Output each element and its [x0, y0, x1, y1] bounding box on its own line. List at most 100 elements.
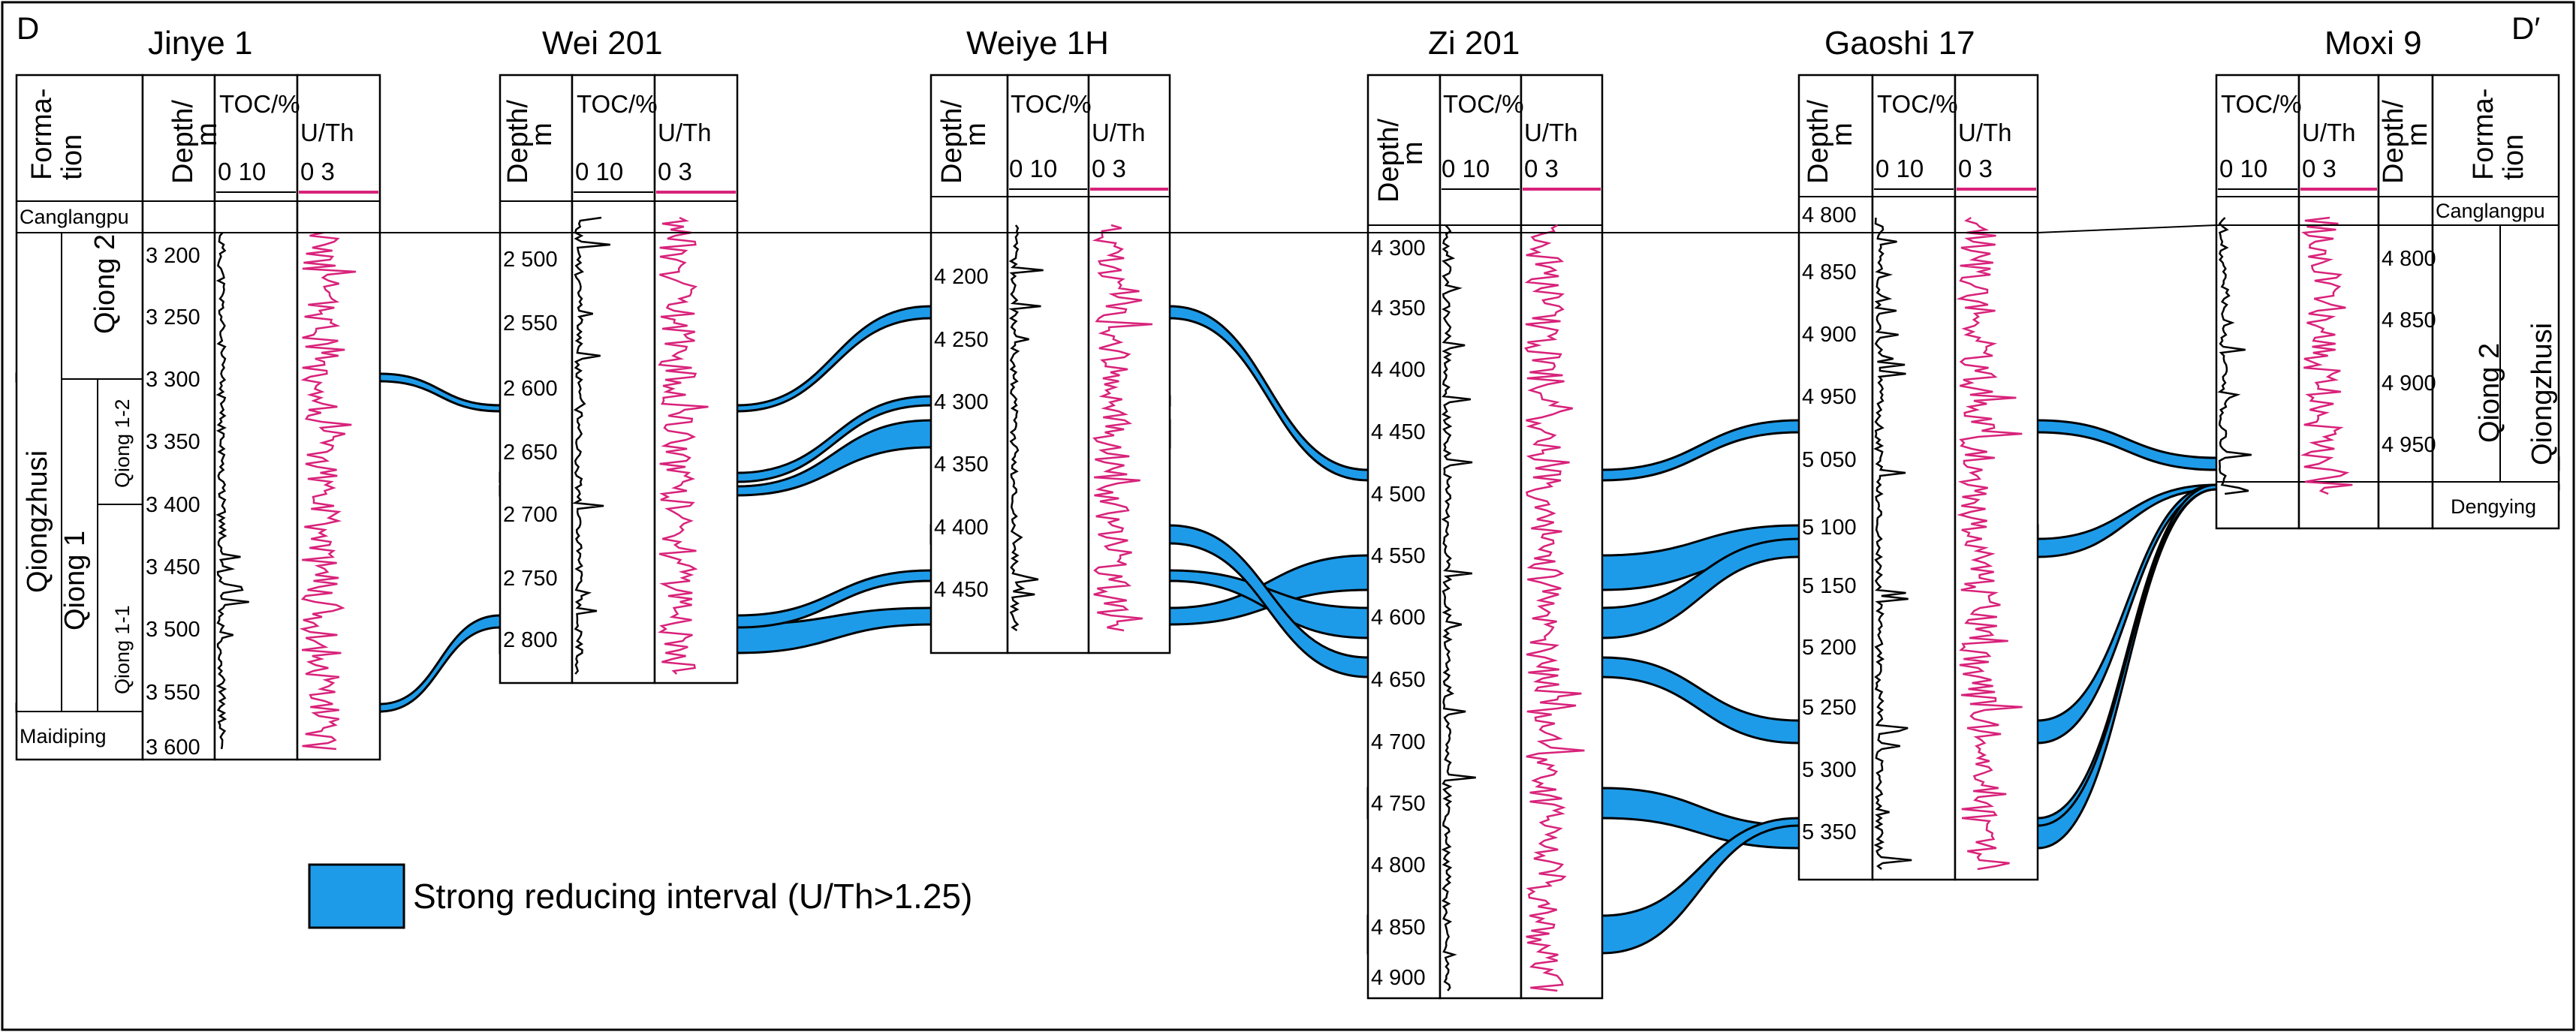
uth-track — [1520, 74, 1604, 1000]
depth-column — [141, 74, 216, 761]
depth-column — [1797, 74, 1874, 881]
toc-header: TOC/% — [1011, 90, 1092, 118]
toc-track — [1871, 74, 1957, 881]
uth-scale: 0 3 — [658, 158, 692, 185]
depth-label: 4 450 — [1371, 420, 1426, 444]
uth-track — [1087, 74, 1171, 654]
depth-label: 5 350 — [1802, 820, 1857, 844]
well-title: Zi 201 — [1428, 25, 1520, 62]
depth-header: Depth/m — [2378, 100, 2433, 184]
toc-track — [213, 74, 299, 761]
uth-header: U/Th — [1524, 119, 1578, 146]
toc-scale: 0 10 — [1442, 155, 1490, 182]
formation-header: Forma-tion — [2468, 89, 2529, 180]
toc-header: TOC/% — [219, 90, 300, 118]
depth-label: 3 400 — [146, 493, 200, 517]
well-title: Wei 201 — [542, 25, 663, 62]
depth-label: 3 350 — [146, 430, 200, 454]
well-title: Gaoshi 17 — [1824, 25, 1975, 62]
depth-label: 4 350 — [1371, 296, 1426, 320]
toc-track — [1439, 74, 1523, 1000]
toc-scale: 0 10 — [575, 158, 623, 185]
depth-label: 5 300 — [1802, 758, 1857, 782]
toc-header: TOC/% — [1443, 90, 1524, 118]
toc-track — [1006, 74, 1090, 654]
uth-curve — [657, 216, 709, 675]
legend: Strong reducing interval (U/Th>1.25) — [308, 863, 972, 929]
uth-scale: 0 3 — [1524, 155, 1559, 182]
toc-curve — [572, 216, 610, 675]
depth-label: 4 750 — [1371, 792, 1426, 816]
legend-label: Strong reducing interval (U/Th>1.25) — [413, 877, 972, 916]
toc-curve — [1441, 224, 1476, 991]
depth-label: 4 300 — [934, 390, 989, 414]
well-gaoshi-17: Gaoshi 17 Depth/m TOC/% 0 10 U/Th 0 3 4 … — [1797, 25, 2039, 881]
well-title: Moxi 9 — [2324, 25, 2422, 62]
top-boundary-line — [17, 224, 2559, 233]
depth-label: 4 400 — [934, 516, 989, 540]
uth-header: U/Th — [1958, 119, 2012, 146]
depth-label: 3 450 — [146, 555, 200, 579]
depth-labels: 3 200 3 250 3 300 3 350 3 400 3 450 3 50… — [146, 244, 200, 760]
uth-curve — [2300, 216, 2353, 495]
well-title: Jinye 1 — [148, 25, 252, 62]
toc-track — [571, 74, 656, 684]
uth-track — [2297, 74, 2380, 530]
uth-header: U/Th — [300, 119, 354, 146]
depth-label: 5 200 — [1802, 636, 1857, 660]
depth-label: 2 500 — [503, 248, 558, 272]
corner-label-right: D′ — [2511, 11, 2540, 46]
depth-label: 4 850 — [1371, 916, 1426, 940]
uth-header: U/Th — [1092, 119, 1146, 146]
log-curves — [2217, 216, 2353, 495]
depth-header: Depth/m — [167, 100, 223, 184]
well-weiye-1h: Weiye 1H Depth/m TOC/% 0 10 U/Th 0 3 4 2… — [929, 25, 1171, 654]
depth-column — [1366, 74, 1442, 1000]
depth-label: 5 250 — [1802, 696, 1857, 720]
toc-header: TOC/% — [2221, 90, 2302, 118]
correlation-bands — [15, 305, 2560, 955]
depth-header: Depth/m — [1803, 100, 1858, 184]
toc-scale: 0 10 — [1876, 155, 1924, 182]
depth-label: 4 450 — [934, 578, 989, 602]
log-curves — [572, 216, 709, 675]
depth-label: 4 400 — [1371, 358, 1426, 382]
depth-label: 3 250 — [146, 305, 200, 329]
depth-column — [499, 74, 574, 684]
depth-column — [2377, 74, 2434, 530]
depth-label: 2 700 — [503, 503, 558, 527]
depth-label: 3 200 — [146, 244, 200, 268]
toc-track — [2215, 74, 2300, 530]
depth-label: 4 800 — [1802, 203, 1857, 227]
toc-scale: 0 10 — [218, 158, 266, 185]
toc-header: TOC/% — [1877, 90, 1958, 118]
depth-labels: 2 500 2 550 2 600 2 650 2 700 2 750 2 80… — [503, 248, 558, 652]
depth-label: 4 950 — [1802, 385, 1857, 409]
formation-qiong1: Qiong 1 — [59, 531, 91, 630]
well-wei-201: Wei 201 Depth/m TOC/% 0 10 U/Th 0 3 2 50… — [499, 25, 739, 684]
depth-label: 2 800 — [503, 628, 558, 652]
uth-header: U/Th — [658, 119, 712, 146]
uth-scale: 0 3 — [1958, 155, 1993, 182]
formation-column — [15, 74, 144, 761]
depth-label: 4 850 — [2382, 308, 2436, 332]
depth-label: 4 700 — [1371, 730, 1426, 754]
depth-label: 4 900 — [1802, 323, 1857, 347]
well-zi-201: Zi 201 Depth/m TOC/% 0 10 U/Th 0 3 4 300… — [1366, 25, 1604, 1000]
formation-maidiping: Maidiping — [20, 725, 107, 748]
depth-header: Depth/m — [502, 100, 558, 184]
depth-label: 4 600 — [1371, 606, 1426, 630]
uth-scale: 0 3 — [1092, 155, 1126, 182]
depth-label: 2 750 — [503, 567, 558, 591]
formation-qiongzhusi: Qiongzhusi — [2526, 323, 2558, 465]
log-curves — [215, 231, 357, 751]
depth-label: 4 200 — [934, 265, 989, 289]
depth-labels: 4 800 4 850 4 900 4 950 5 050 5 100 5 15… — [1802, 203, 1857, 844]
toc-curve — [1008, 224, 1044, 632]
depth-label: 4 800 — [2382, 247, 2436, 271]
depth-label: 4 850 — [1802, 260, 1857, 284]
toc-curve — [1873, 217, 1912, 870]
depth-labels: 4 300 4 350 4 400 4 450 4 500 4 550 4 60… — [1371, 236, 1426, 990]
depth-label: 5 150 — [1802, 574, 1857, 598]
uth-track — [296, 74, 381, 761]
